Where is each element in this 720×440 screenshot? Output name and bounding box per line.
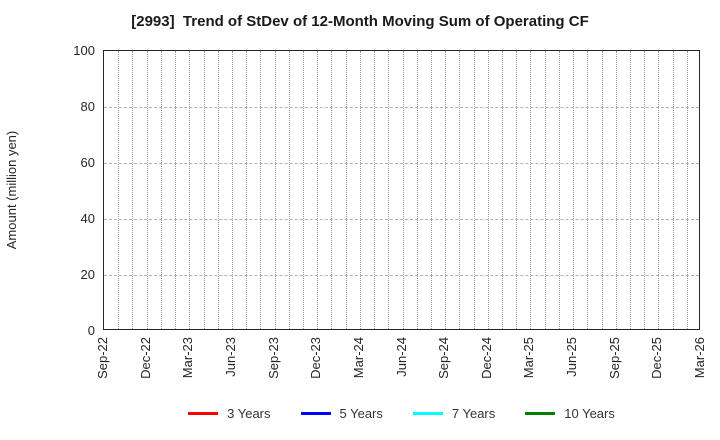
x-tick-label: Jun-25: [564, 337, 580, 377]
gridline-vertical: [516, 51, 518, 329]
gridline-vertical: [430, 51, 432, 329]
x-tick-label: Sep-22: [95, 337, 110, 379]
gridline-vertical: [118, 51, 120, 329]
y-axis-label: Amount (million yen): [4, 130, 19, 250]
legend-item-3-years: 3 Years: [188, 405, 271, 421]
gridline-vertical: [189, 51, 191, 329]
gridline-vertical: [544, 51, 546, 329]
legend-label-3-years: 3 Years: [227, 405, 271, 421]
gridline-vertical: [672, 51, 674, 329]
gridline-vertical: [502, 51, 503, 329]
gridline-vertical: [530, 51, 532, 329]
legend-item-7-years: 7 Years: [412, 405, 496, 421]
x-tick-label: Dec-24: [478, 337, 494, 379]
x-tick-label: Mar-25: [521, 337, 537, 379]
legend-item-5-years: 5 Years: [300, 405, 383, 421]
gridline-vertical: [359, 51, 361, 329]
x-tick-label: Jun-24: [393, 337, 409, 377]
gridline-vertical: [558, 51, 560, 329]
gridline-vertical: [644, 51, 646, 329]
x-tick-label: Sep-25: [606, 337, 622, 379]
gridline-horizontal: [104, 107, 699, 108]
gridline-vertical: [217, 51, 219, 329]
gridline-vertical: [473, 51, 475, 329]
x-tick-label: Sep-24: [436, 337, 452, 379]
gridline-vertical: [146, 51, 148, 329]
gridline-vertical: [288, 51, 290, 329]
gridline-horizontal: [104, 163, 699, 164]
gridline-vertical: [274, 51, 276, 329]
gridline-horizontal: [104, 219, 699, 220]
legend-line-7-years: [412, 411, 443, 415]
x-tick-label: Sep-23: [265, 337, 281, 379]
gridline-vertical: [402, 51, 404, 329]
gridline-vertical: [345, 51, 347, 329]
x-tick-label: Mar-24: [350, 337, 366, 379]
gridline-vertical: [246, 51, 248, 329]
legend-line-3-years: [188, 411, 219, 415]
gridline-vertical: [303, 51, 304, 329]
gridline-vertical: [260, 51, 262, 329]
gridline-vertical: [231, 51, 233, 329]
legend-label-10-years: 10 Years: [564, 405, 615, 421]
y-tick-label: 100: [73, 42, 95, 58]
gridline-vertical: [445, 51, 447, 329]
y-tick-label: 80: [80, 98, 95, 114]
gridline-vertical: [459, 51, 461, 329]
x-tick-label: Mar-26: [692, 337, 707, 379]
y-tick-label: 20: [80, 266, 95, 282]
legend-label-7-years: 7 Years: [451, 405, 496, 421]
x-tick-label: Dec-22: [137, 337, 153, 379]
x-tick-label: Dec-23: [308, 337, 324, 379]
gridline-vertical: [374, 51, 376, 329]
gridline-vertical: [416, 51, 418, 329]
legend: 3 Years 5 Years 7 Years 10 Years: [103, 402, 700, 424]
y-tick-label: 40: [80, 210, 95, 226]
plot-area: [103, 50, 700, 330]
gridline-vertical: [175, 51, 177, 329]
gridline-horizontal: [104, 275, 699, 276]
legend-line-10-years: [525, 411, 556, 415]
gridline-vertical: [601, 51, 603, 329]
gridline-vertical: [487, 51, 489, 329]
gridline-vertical: [587, 51, 589, 329]
gridline-vertical: [132, 51, 134, 329]
x-tick-label: Mar-23: [180, 337, 196, 379]
gridline-vertical: [658, 51, 660, 329]
chart-title: [2993] Trend of StDev of 12-Month Moving…: [131, 13, 589, 30]
y-tick-label: 0: [87, 322, 95, 338]
legend-label-5-years: 5 Years: [339, 405, 383, 421]
gridline-vertical: [615, 51, 617, 329]
gridline-vertical: [331, 51, 333, 329]
x-tick-label: Jun-23: [222, 337, 238, 377]
gridline-vertical: [203, 51, 205, 329]
x-tick-label: Dec-25: [649, 337, 665, 379]
gridline-vertical: [317, 51, 319, 329]
y-tick-label: 60: [80, 154, 95, 170]
gridline-vertical: [629, 51, 631, 329]
gridline-vertical: [686, 51, 688, 329]
legend-item-10-years: 10 Years: [525, 406, 615, 421]
gridline-vertical: [573, 51, 575, 329]
legend-line-5-years: [300, 411, 331, 415]
gridline-vertical: [388, 51, 390, 329]
gridline-vertical: [160, 51, 162, 329]
